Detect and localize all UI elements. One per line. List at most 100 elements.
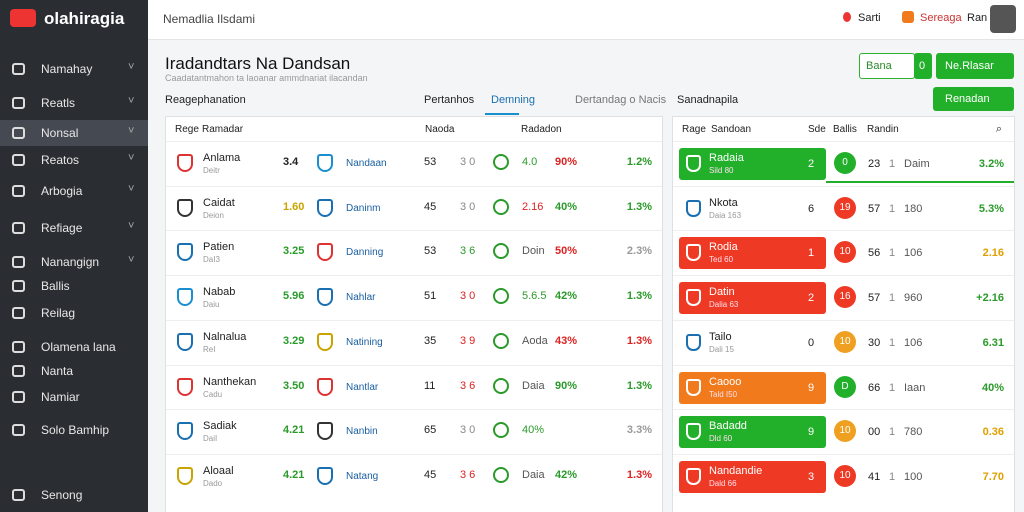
nav-item[interactable]: Senong (41, 488, 83, 502)
stat: Aoda (522, 334, 548, 347)
nav-item[interactable]: Reatls (41, 96, 76, 110)
team-crest (686, 378, 701, 396)
stat: Doin (522, 245, 545, 258)
avatar[interactable] (990, 5, 1016, 33)
rating: 1.60 (283, 200, 305, 213)
row-divider (166, 364, 662, 366)
nav-item[interactable]: Namiar (41, 390, 80, 404)
stat: 3 0 (460, 424, 476, 437)
team-crest (177, 377, 193, 396)
nav-icon (12, 222, 25, 234)
nav-icon (12, 280, 25, 292)
stat: 100 (904, 470, 923, 483)
nav-icon (12, 63, 25, 75)
stat: 1 (889, 470, 896, 483)
nav-item[interactable]: Ballis (41, 279, 70, 293)
stat: 3 0 (460, 200, 476, 213)
opponent: Natining (346, 336, 383, 348)
nav-item[interactable]: Reilag (41, 306, 76, 320)
stat: 1 (889, 381, 896, 394)
change: 2.3% (626, 245, 652, 258)
team-crest (686, 423, 701, 441)
team-sub: Dld 60 (709, 434, 733, 444)
percent: 90% (555, 156, 578, 168)
tab[interactable]: Pertanhos (424, 94, 475, 106)
stat: 3 0 (460, 290, 476, 303)
top-link[interactable]: Sarti (858, 12, 881, 24)
nav-icon (12, 154, 25, 166)
opponent: Nantlar (346, 381, 379, 393)
nav-icon (12, 391, 25, 403)
opponent: Daninm (346, 202, 381, 214)
row-divider (166, 230, 662, 232)
button[interactable]: 0 (919, 60, 926, 72)
sidebar: olahiragia Namahay ˅ Reatls ˅ Nonsal ˅ Reatos ˅… (0, 0, 148, 512)
percent: 42% (555, 290, 578, 303)
stat: 30 (868, 336, 881, 349)
stat: 3 6 (460, 379, 476, 392)
row-divider (673, 230, 1014, 232)
chevron: ˅ (128, 183, 135, 195)
tab[interactable]: Dertandag o Nacis (575, 94, 667, 106)
opponent-crest (317, 332, 333, 351)
team-crest (686, 333, 701, 351)
top-link[interactable]: Sereaga (920, 12, 962, 24)
badge: 19 (834, 196, 856, 219)
stat: 3 6 (460, 245, 476, 258)
nav-item[interactable]: Refiage (41, 221, 83, 235)
team-name: Aloaal (203, 464, 234, 477)
stat: 45 (424, 468, 437, 481)
badge: 10 (834, 241, 856, 264)
icon (902, 11, 914, 23)
opponent: Nanbin (346, 426, 378, 438)
nav-item[interactable]: Nanangign (41, 255, 100, 269)
left-table: Rege Ramadar Naoda Radadon Anlama Deitr 3.4 Nan… (165, 116, 663, 512)
team-sub: Deitr (203, 166, 220, 175)
stat: 1 (889, 202, 896, 215)
stat: 57 (868, 202, 881, 215)
stat: 41 (868, 470, 881, 483)
nav-item[interactable]: Solo Bamhip (41, 423, 110, 437)
change: 2.16 (982, 247, 1004, 260)
team-box (679, 326, 826, 359)
team-crest (686, 155, 701, 172)
nav-item[interactable]: Arbogia (41, 184, 83, 198)
change: 5.3% (978, 202, 1004, 215)
change: 0.36 (982, 426, 1004, 439)
rating: 5.96 (283, 290, 305, 303)
stat: 180 (904, 202, 923, 215)
nav-item[interactable]: Olamena lana (41, 340, 116, 354)
tab[interactable]: Demning (491, 94, 536, 106)
row-divider (166, 275, 662, 277)
team-name: Caooo (709, 375, 742, 388)
team-box (679, 416, 826, 449)
team-box (679, 237, 826, 270)
user-name[interactable]: Ran (967, 12, 988, 24)
team-sub: Dali 15 (709, 344, 734, 354)
stat: 3 0 (460, 156, 476, 168)
nav-item[interactable]: Reatos (41, 153, 80, 167)
team-crest (177, 288, 193, 307)
nav-item[interactable]: Nanta (41, 364, 74, 378)
button[interactable]: Ne.Rlasar (945, 60, 994, 72)
chevron: ˅ (128, 220, 135, 232)
nav-item[interactable]: Nonsal (41, 126, 79, 140)
team-sub: Ted 60 (709, 255, 734, 265)
stat: 106 (904, 247, 923, 260)
stat: Daim (904, 158, 930, 170)
button[interactable]: Renadan (945, 93, 990, 105)
stat-icon (493, 288, 509, 305)
column-header: Sde (808, 124, 826, 135)
team-crest (686, 289, 701, 307)
row-divider (166, 141, 662, 142)
highlight-line (826, 181, 1014, 183)
nav-icon (12, 97, 25, 109)
button[interactable]: Bana (866, 60, 892, 72)
opponent-crest (317, 422, 333, 441)
logo-text: olahiragia (44, 9, 125, 28)
column-header: Rage (682, 124, 706, 135)
team-sub: Deion (203, 210, 224, 220)
team-box (679, 192, 826, 225)
row-divider (673, 453, 1014, 455)
nav-item[interactable]: Namahay (41, 62, 93, 76)
